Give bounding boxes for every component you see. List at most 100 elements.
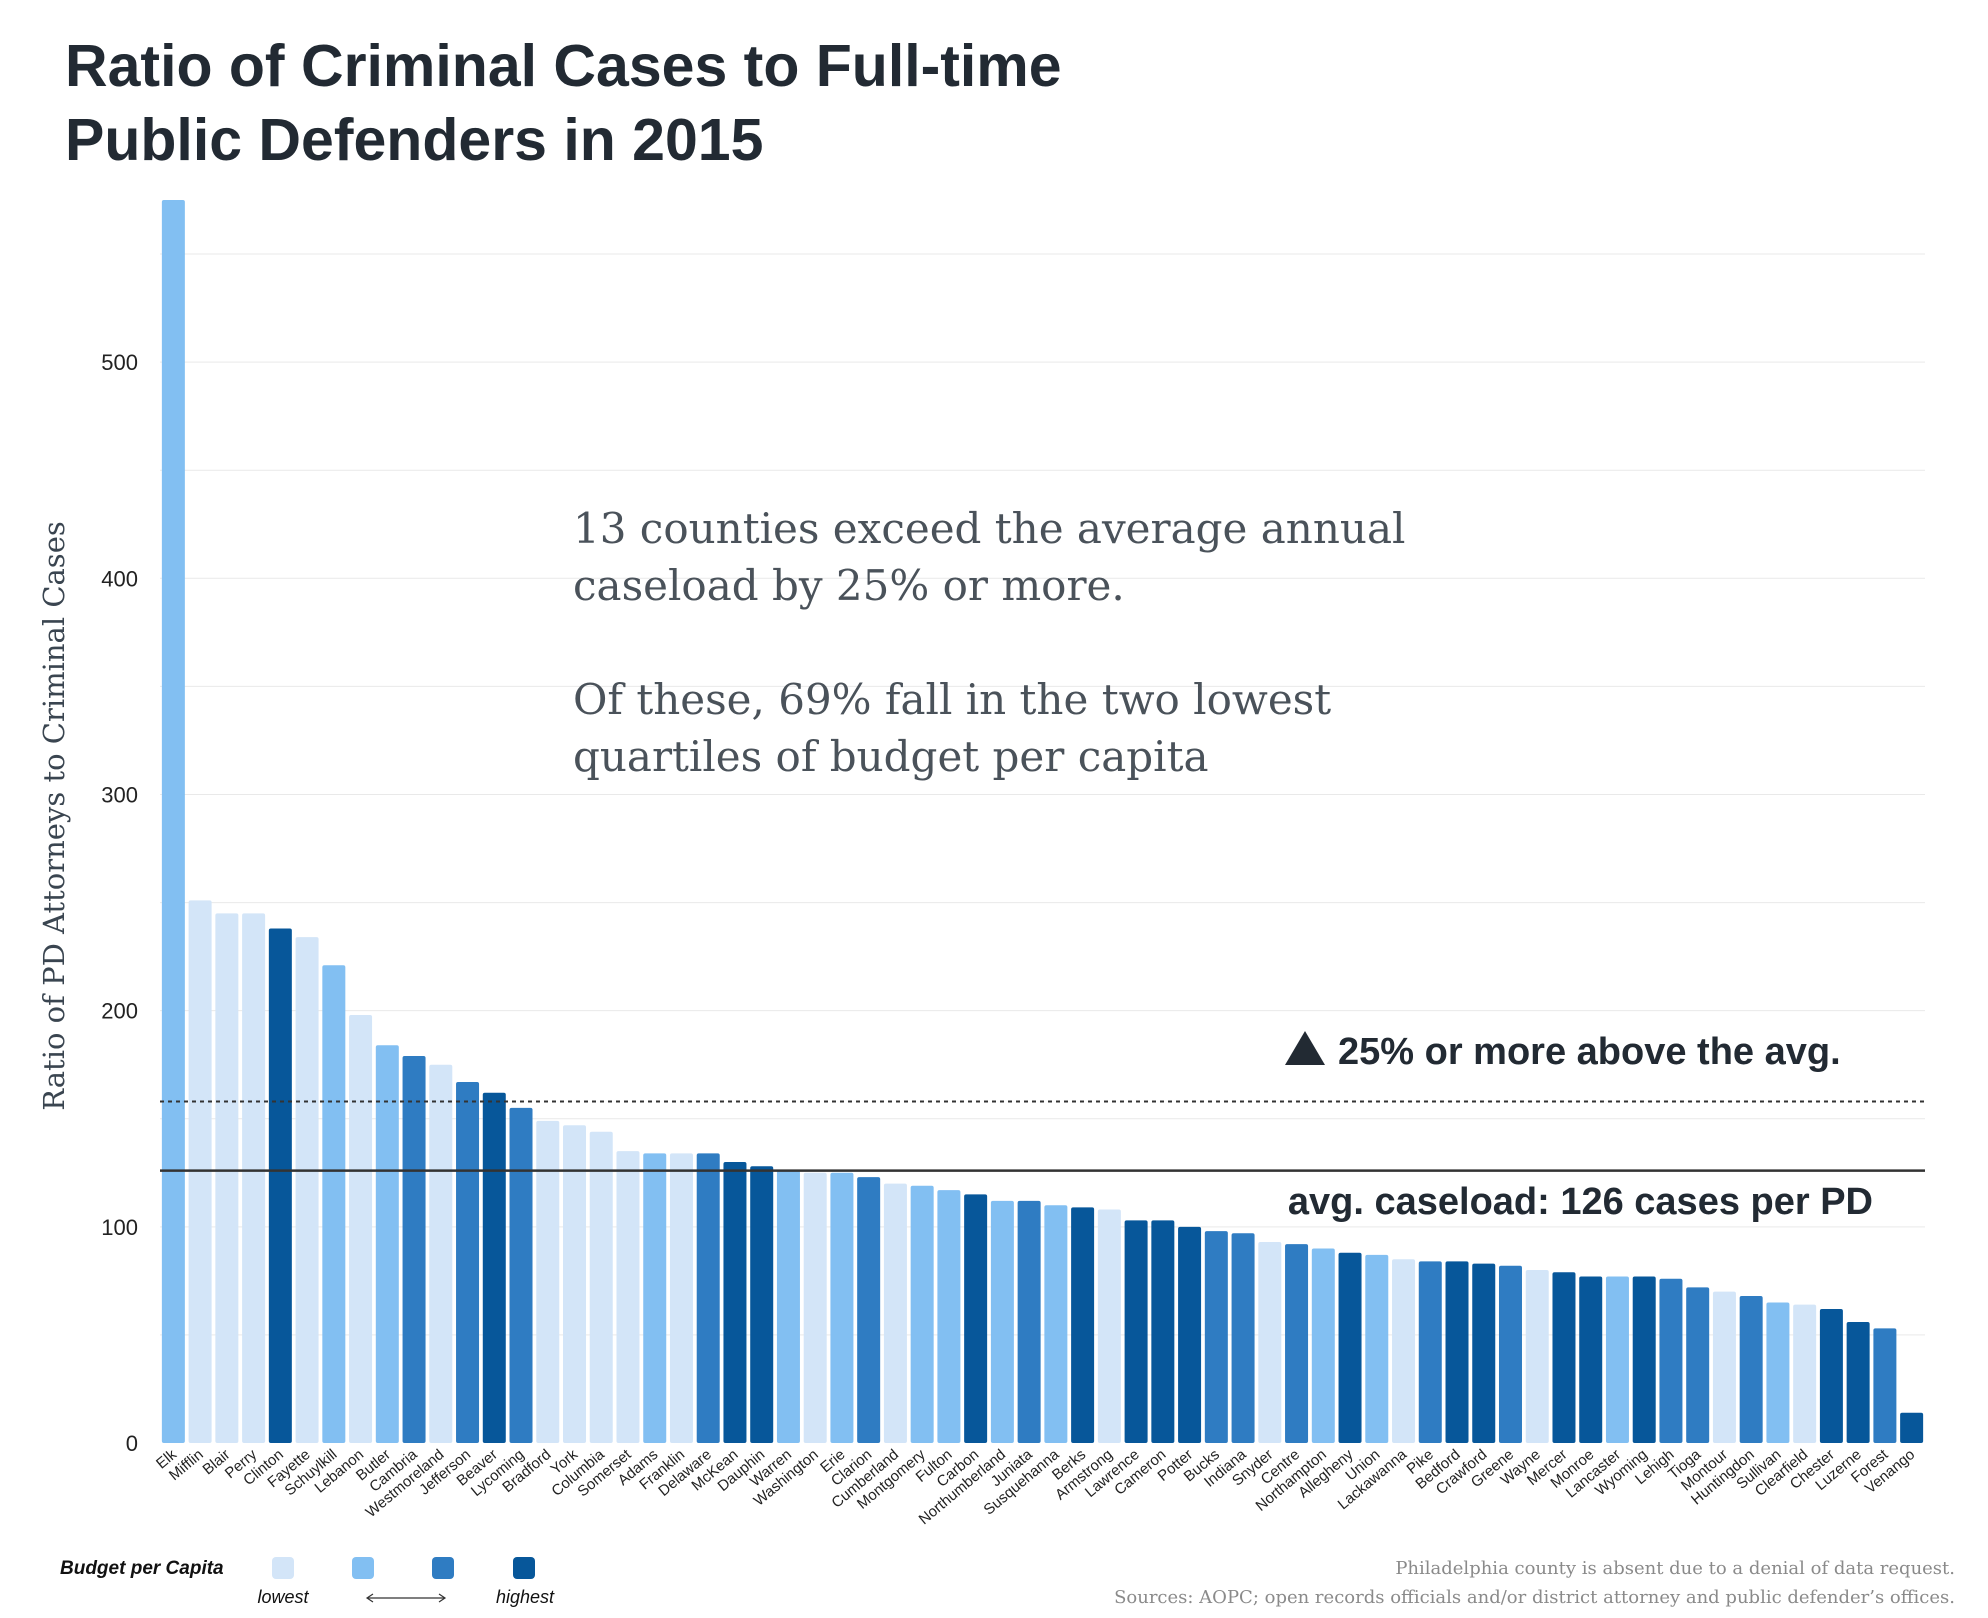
bar-bucks <box>1204 1231 1228 1443</box>
bar-blair <box>215 913 239 1443</box>
bars <box>161 200 1924 1443</box>
bar-carbon <box>964 1194 988 1443</box>
bar-cambria <box>402 1056 426 1443</box>
legend-swatch-3 <box>432 1557 454 1579</box>
legend-high-label: highest <box>496 1587 555 1607</box>
bar-dauphin <box>750 1166 774 1443</box>
y-axis-ticks: 0 100 200 300 400 500 <box>101 350 138 1456</box>
bar-montgomery <box>910 1185 934 1443</box>
bar-susquehanna <box>1044 1205 1068 1443</box>
bar-butler <box>375 1045 399 1443</box>
bar-berks <box>1071 1207 1095 1443</box>
bar-monroe <box>1579 1276 1603 1443</box>
bar-mercer <box>1552 1272 1576 1443</box>
average-label: avg. caseload: 126 cases per PD <box>1288 1181 1873 1223</box>
annotation-note-line-3: Of these, 69% fall in the two lowest <box>573 675 1331 724</box>
legend-swatch-4 <box>513 1557 535 1579</box>
bar-clinton <box>268 928 292 1443</box>
bar-bradford <box>536 1120 560 1443</box>
legend-title: Budget per Capita <box>60 1558 224 1579</box>
annotation-note-line-4: quartiles of budget per capita <box>573 732 1209 781</box>
legend-swatches <box>272 1557 535 1579</box>
bar-columbia <box>589 1131 613 1443</box>
bar-huntingdon <box>1739 1296 1763 1443</box>
bar-northumberland <box>990 1200 1014 1443</box>
annotation-note-line-2: caseload by 25% or more. <box>573 561 1125 610</box>
gridlines <box>160 253 1925 1336</box>
bar-lehigh <box>1659 1278 1683 1443</box>
bar-forest <box>1873 1328 1897 1443</box>
bar-greene <box>1498 1265 1522 1443</box>
bar-delaware <box>696 1153 720 1443</box>
threshold-label: 25% or more above the avg. <box>1338 1031 1841 1073</box>
y-tick-label: 100 <box>101 1215 138 1240</box>
annotation-note-line-1: 13 counties exceed the average annual <box>573 504 1405 553</box>
bar-sullivan <box>1766 1302 1790 1443</box>
bar-schuylkill <box>322 965 346 1443</box>
bar-warren <box>776 1170 800 1443</box>
bar-crawford <box>1472 1263 1496 1443</box>
y-tick-label: 0 <box>126 1431 138 1456</box>
bar-tioga <box>1686 1287 1710 1443</box>
bar-york <box>563 1125 587 1443</box>
y-tick-label: 400 <box>101 566 138 591</box>
bar-beaver <box>482 1092 506 1443</box>
bar-armstrong <box>1097 1209 1121 1443</box>
bar-lancaster <box>1605 1276 1629 1443</box>
bar-jefferson <box>456 1081 480 1443</box>
bar-indiana <box>1231 1233 1255 1443</box>
bar-elk <box>161 200 185 1443</box>
bar-cumberland <box>883 1183 907 1443</box>
bar-luzerne <box>1846 1321 1870 1443</box>
bar-snyder <box>1258 1241 1282 1443</box>
legend: Budget per Capita lowest highest <box>60 1557 555 1607</box>
x-axis-ticks: ElkMifflinBlairPerryClintonFayetteSchuyl… <box>153 1446 1918 1529</box>
legend-swatch-2 <box>352 1557 374 1579</box>
bar-lycoming <box>509 1107 533 1443</box>
bar-perry <box>242 913 266 1443</box>
bar-franklin <box>669 1153 693 1443</box>
triangle-up-icon <box>1285 1031 1325 1065</box>
bar-fayette <box>295 937 319 1443</box>
bar-erie <box>830 1172 854 1443</box>
bar-pike <box>1418 1261 1442 1443</box>
bar-chester <box>1819 1308 1843 1443</box>
bar-northampton <box>1311 1248 1335 1443</box>
bar-lawrence <box>1124 1220 1148 1443</box>
bar-lackawanna <box>1392 1259 1416 1443</box>
chart-title-line-1: Ratio of Criminal Cases to Full-time <box>65 33 1062 99</box>
bar-juniata <box>1017 1200 1041 1443</box>
bar-cameron <box>1151 1220 1175 1443</box>
bar-potter <box>1178 1226 1202 1443</box>
y-tick-label: 500 <box>101 350 138 375</box>
bar-mckean <box>723 1161 747 1443</box>
legend-swatch-1 <box>272 1557 294 1579</box>
bar-union <box>1365 1254 1389 1443</box>
bar-venango <box>1900 1412 1924 1443</box>
y-axis-label: Ratio of PD Attorneys to Criminal Cases <box>37 521 71 1110</box>
bar-lebanon <box>349 1014 373 1443</box>
bar-westmoreland <box>429 1064 453 1443</box>
y-tick-label: 300 <box>101 782 138 807</box>
y-tick-label: 200 <box>101 999 138 1024</box>
bar-wyoming <box>1632 1276 1656 1443</box>
bar-somerset <box>616 1151 640 1443</box>
bar-allegheny <box>1338 1252 1362 1443</box>
legend-low-label: lowest <box>257 1587 309 1607</box>
bar-clearfield <box>1793 1304 1817 1443</box>
bar-montour <box>1712 1291 1736 1443</box>
bar-clarion <box>857 1177 881 1443</box>
bar-washington <box>803 1172 827 1443</box>
footnote: Philadelphia county is absent due to a d… <box>1395 1558 1955 1579</box>
bar-bedford <box>1445 1261 1469 1443</box>
bar-wayne <box>1525 1270 1549 1443</box>
bar-fulton <box>937 1190 961 1443</box>
double-arrow-icon <box>365 1593 447 1603</box>
chart-title-line-2: Public Defenders in 2015 <box>65 107 763 173</box>
bar-adams <box>643 1153 667 1443</box>
sources: Sources: AOPC; open records officials an… <box>1114 1587 1955 1608</box>
reference-lines <box>160 1100 1925 1172</box>
bar-centre <box>1285 1244 1309 1443</box>
